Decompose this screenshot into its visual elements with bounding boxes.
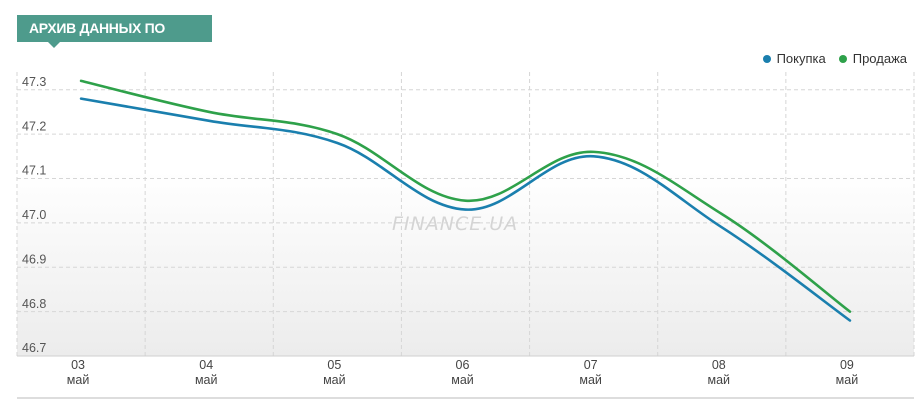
- legend-label-buy: Покупка: [776, 51, 826, 66]
- x-tick-day-label: 09: [840, 358, 854, 372]
- watermark-text: FINANCE.UA: [392, 213, 518, 235]
- legend-label-sell: Продажа: [852, 51, 907, 66]
- x-tick-month-label: май: [195, 373, 218, 387]
- title-tab-pointer: [48, 42, 60, 48]
- x-tick-day-label: 08: [712, 358, 726, 372]
- x-tick-month-label: май: [579, 373, 602, 387]
- x-tick-day-label: 03: [71, 358, 85, 372]
- series-line-sell[interactable]: [79, 79, 852, 313]
- y-tick-label: 46.8: [22, 297, 46, 311]
- y-tick-label: 47.3: [22, 75, 46, 89]
- x-tick-month-label: май: [323, 373, 346, 387]
- legend-item-buy[interactable]: Покупка: [762, 51, 826, 66]
- x-tick-day-label: 07: [584, 358, 598, 372]
- plot-area: [17, 72, 914, 356]
- legend-item-sell[interactable]: Продажа: [838, 51, 907, 66]
- x-tick-day-label: 05: [327, 358, 341, 372]
- series-line-buy[interactable]: [79, 97, 852, 322]
- y-tick-label: 46.7: [22, 341, 46, 355]
- x-tick-day-label: 06: [456, 358, 470, 372]
- chart-legend: Покупка Продажа: [750, 51, 907, 66]
- legend-dot-sell-icon: [838, 54, 847, 63]
- y-axis-ticks: 47.3 47.2 47.1 47.0 46.9 46.8 46.7: [22, 75, 46, 355]
- x-tick-day-label: 04: [199, 358, 213, 372]
- x-tick-month-label: май: [836, 373, 859, 387]
- grid: [16, 72, 915, 356]
- legend-dot-buy-icon: [762, 54, 771, 63]
- x-tick-month-label: май: [67, 373, 90, 387]
- y-tick-label: 47.0: [22, 208, 46, 222]
- y-tick-label: 47.1: [22, 164, 46, 178]
- series-layer: [79, 79, 852, 322]
- x-tick-month-label: май: [708, 373, 731, 387]
- y-tick-label: 46.9: [22, 252, 46, 266]
- archive-title-tab: АРХИВ ДАННЫХ ПО ДНЯМ: [17, 15, 212, 63]
- y-tick-label: 47.2: [22, 119, 46, 133]
- x-tick-month-label: май: [451, 373, 474, 387]
